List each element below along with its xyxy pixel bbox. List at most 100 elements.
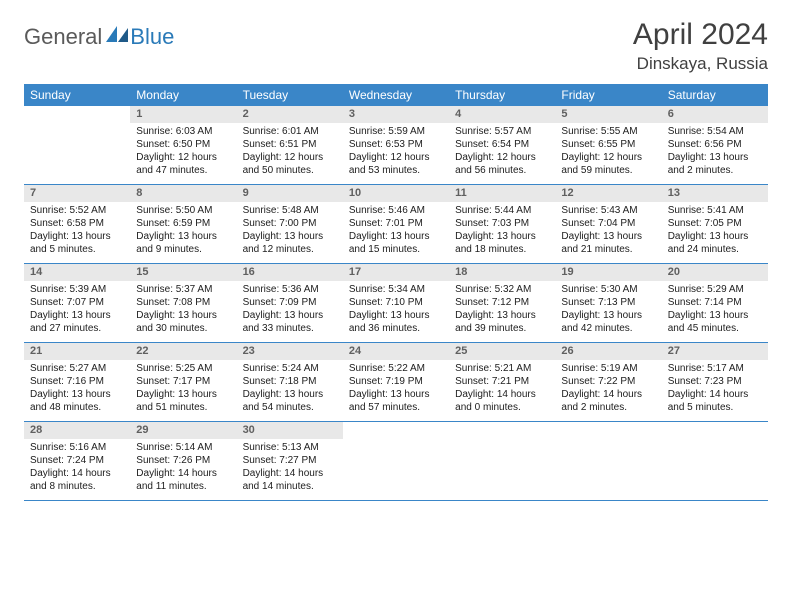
day-details: Sunrise: 5:44 AMSunset: 7:03 PMDaylight:… [449, 202, 555, 260]
daylight-text: Daylight: 14 hours and 2 minutes. [561, 388, 655, 414]
day-number: 16 [237, 264, 343, 281]
day-number: 11 [449, 185, 555, 202]
day-details: Sunrise: 5:32 AMSunset: 7:12 PMDaylight:… [449, 281, 555, 339]
sunset-text: Sunset: 7:10 PM [349, 296, 443, 309]
daylight-text: Daylight: 14 hours and 0 minutes. [455, 388, 549, 414]
day-number: 1 [130, 106, 236, 123]
day-number: 13 [662, 185, 768, 202]
logo-text-blue: Blue [130, 24, 174, 50]
day-number: 17 [343, 264, 449, 281]
day-cell: 25Sunrise: 5:21 AMSunset: 7:21 PMDayligh… [449, 343, 555, 421]
day-cell: 16Sunrise: 5:36 AMSunset: 7:09 PMDayligh… [237, 264, 343, 342]
day-number: 20 [662, 264, 768, 281]
header: General Blue April 2024 Dinskaya, Russia [24, 18, 768, 74]
sunrise-text: Sunrise: 5:17 AM [668, 362, 762, 375]
sunrise-text: Sunrise: 5:50 AM [136, 204, 230, 217]
day-details: Sunrise: 5:30 AMSunset: 7:13 PMDaylight:… [555, 281, 661, 339]
sunrise-text: Sunrise: 5:59 AM [349, 125, 443, 138]
day-cell: 30Sunrise: 5:13 AMSunset: 7:27 PMDayligh… [237, 422, 343, 500]
day-details: Sunrise: 5:29 AMSunset: 7:14 PMDaylight:… [662, 281, 768, 339]
daylight-text: Daylight: 13 hours and 30 minutes. [136, 309, 230, 335]
day-details: Sunrise: 5:48 AMSunset: 7:00 PMDaylight:… [237, 202, 343, 260]
sunrise-text: Sunrise: 5:46 AM [349, 204, 443, 217]
sunrise-text: Sunrise: 5:44 AM [455, 204, 549, 217]
day-number: 6 [662, 106, 768, 123]
daylight-text: Daylight: 13 hours and 45 minutes. [668, 309, 762, 335]
day-cell: 12Sunrise: 5:43 AMSunset: 7:04 PMDayligh… [555, 185, 661, 263]
day-header: Wednesday [343, 84, 449, 106]
day-header: Sunday [24, 84, 130, 106]
day-cell: 22Sunrise: 5:25 AMSunset: 7:17 PMDayligh… [130, 343, 236, 421]
day-cell: 1Sunrise: 6:03 AMSunset: 6:50 PMDaylight… [130, 106, 236, 184]
daylight-text: Daylight: 12 hours and 56 minutes. [455, 151, 549, 177]
day-details: Sunrise: 5:21 AMSunset: 7:21 PMDaylight:… [449, 360, 555, 418]
sunrise-text: Sunrise: 5:39 AM [30, 283, 124, 296]
day-number: 23 [237, 343, 343, 360]
daylight-text: Daylight: 13 hours and 27 minutes. [30, 309, 124, 335]
day-number [449, 422, 555, 439]
sunset-text: Sunset: 7:19 PM [349, 375, 443, 388]
sunrise-text: Sunrise: 5:14 AM [136, 441, 230, 454]
sunset-text: Sunset: 6:58 PM [30, 217, 124, 230]
sunrise-text: Sunrise: 5:25 AM [136, 362, 230, 375]
day-cell: 6Sunrise: 5:54 AMSunset: 6:56 PMDaylight… [662, 106, 768, 184]
sunset-text: Sunset: 7:01 PM [349, 217, 443, 230]
day-details: Sunrise: 5:17 AMSunset: 7:23 PMDaylight:… [662, 360, 768, 418]
daylight-text: Daylight: 13 hours and 57 minutes. [349, 388, 443, 414]
week-row: 7 Sunrise: 5:52 AMSunset: 6:58 PM Daylight… [24, 185, 768, 264]
day-number: 19 [555, 264, 661, 281]
daylight-text: Daylight: 13 hours and 33 minutes. [243, 309, 337, 335]
daylight-text: Daylight: 13 hours and 12 minutes. [243, 230, 337, 256]
month-title: April 2024 [633, 18, 768, 52]
day-number: 7 [24, 185, 130, 202]
day-number: 12 [555, 185, 661, 202]
day-header: Friday [555, 84, 661, 106]
week-row: 14Sunrise: 5:39 AMSunset: 7:07 PMDayligh… [24, 264, 768, 343]
sunrise-text: Sunrise: 5:48 AM [243, 204, 337, 217]
day-number: 3 [343, 106, 449, 123]
sunrise-text: Sunrise: 5:27 AM [30, 362, 124, 375]
day-details: Sunrise: 5:37 AMSunset: 7:08 PMDaylight:… [130, 281, 236, 339]
day-details: Sunrise: 5:24 AMSunset: 7:18 PMDaylight:… [237, 360, 343, 418]
day-details: Sunrise: 6:03 AMSunset: 6:50 PMDaylight:… [130, 123, 236, 181]
sunrise-text: Sunrise: 5:13 AM [243, 441, 337, 454]
day-cell: 26Sunrise: 5:19 AMSunset: 7:22 PMDayligh… [555, 343, 661, 421]
day-details: Sunrise: 5:36 AMSunset: 7:09 PMDaylight:… [237, 281, 343, 339]
sunset-text: Sunset: 7:03 PM [455, 217, 549, 230]
sunset-text: Sunset: 7:27 PM [243, 454, 337, 467]
sunrise-text: Sunrise: 5:52 AM [30, 204, 124, 217]
sunrise-text: Sunrise: 5:19 AM [561, 362, 655, 375]
day-cell: 24Sunrise: 5:22 AMSunset: 7:19 PMDayligh… [343, 343, 449, 421]
week-row: 28Sunrise: 5:16 AMSunset: 7:24 PMDayligh… [24, 422, 768, 501]
day-details: Sunrise: 5:14 AMSunset: 7:26 PMDaylight:… [130, 439, 236, 497]
sunset-text: Sunset: 6:53 PM [349, 138, 443, 151]
sunrise-text: Sunrise: 5:30 AM [561, 283, 655, 296]
day-number: 18 [449, 264, 555, 281]
week-row: 21Sunrise: 5:27 AMSunset: 7:16 PMDayligh… [24, 343, 768, 422]
day-cell: 8Sunrise: 5:50 AMSunset: 6:59 PMDaylight… [130, 185, 236, 263]
day-cell: 21Sunrise: 5:27 AMSunset: 7:16 PMDayligh… [24, 343, 130, 421]
sunset-text: Sunset: 7:12 PM [455, 296, 549, 309]
sunrise-text: Sunrise: 6:03 AM [136, 125, 230, 138]
sunrise-text: Sunrise: 5:36 AM [243, 283, 337, 296]
day-number: 29 [130, 422, 236, 439]
day-number: 25 [449, 343, 555, 360]
sunrise-text: Sunrise: 5:41 AM [668, 204, 762, 217]
day-details: Sunrise: 5:43 AMSunset: 7:04 PMDaylight:… [555, 202, 661, 260]
logo: General Blue [24, 18, 174, 50]
sunset-text: Sunset: 7:00 PM [243, 217, 337, 230]
day-number: 30 [237, 422, 343, 439]
sunset-text: Sunset: 7:04 PM [561, 217, 655, 230]
day-details: Sunrise: 5:13 AMSunset: 7:27 PMDaylight:… [237, 439, 343, 497]
day-cell: 23Sunrise: 5:24 AMSunset: 7:18 PMDayligh… [237, 343, 343, 421]
day-number [24, 106, 130, 123]
sunrise-text: Sunrise: 5:43 AM [561, 204, 655, 217]
daylight-text: Daylight: 13 hours and 48 minutes. [30, 388, 124, 414]
weeks-container: 1Sunrise: 6:03 AMSunset: 6:50 PMDaylight… [24, 106, 768, 501]
sunrise-text: Sunrise: 5:24 AM [243, 362, 337, 375]
title-block: April 2024 Dinskaya, Russia [633, 18, 768, 74]
daylight-text: Daylight: 13 hours and 15 minutes. [349, 230, 443, 256]
day-number: 4 [449, 106, 555, 123]
daylight-text: Daylight: 13 hours and 18 minutes. [455, 230, 549, 256]
day-header: Saturday [662, 84, 768, 106]
